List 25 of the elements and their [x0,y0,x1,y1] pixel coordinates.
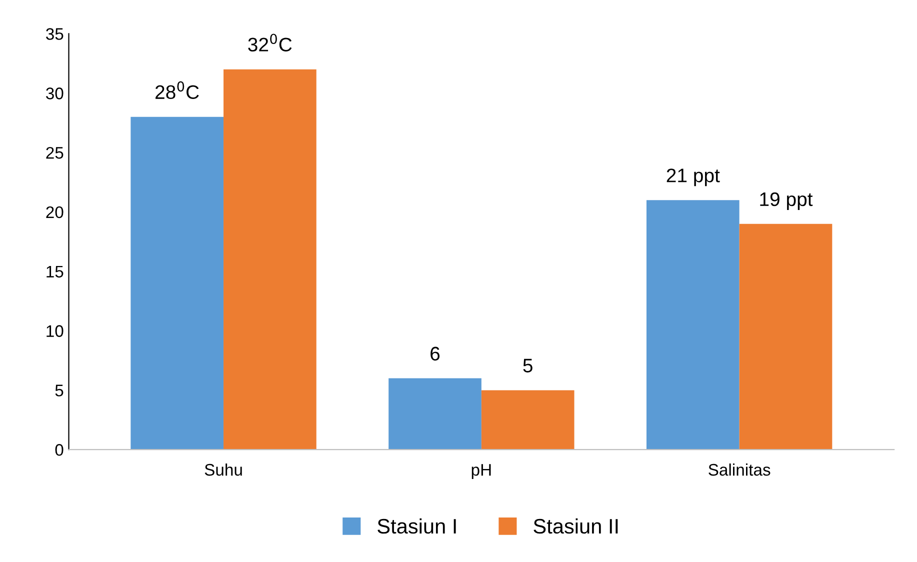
x-tick-label: pH [472,464,491,480]
bar [739,224,832,450]
y-tick-label: 35 [46,28,64,40]
bar [130,116,224,450]
data-label: 28$^{0}$C [156,81,199,100]
bar [224,69,316,450]
data-label: 21 ppt [666,168,720,186]
y-tick-label: 0 [55,444,64,456]
data-label: 32$^{0}$C [248,34,292,52]
x-tick-label: Salinitas [708,463,770,476]
y-tick-label: 5 [55,384,64,396]
data-label: 5 [523,358,532,372]
bar [388,378,482,450]
data-label: 19 ppt [760,192,813,210]
x-tick-label: Suhu [204,463,242,476]
legend-label: Stasiun I [378,518,456,534]
y-tick-label: 30 [46,88,64,100]
data-label: 6 [430,346,440,361]
y-tick-label: 25 [46,146,64,159]
bar [481,390,574,450]
y-tick-label: 15 [46,266,64,278]
y-tick-label: 10 [46,325,64,337]
legend-label: Stasiun II [534,518,618,534]
bar [646,200,740,450]
y-tick-label: 20 [46,206,64,218]
